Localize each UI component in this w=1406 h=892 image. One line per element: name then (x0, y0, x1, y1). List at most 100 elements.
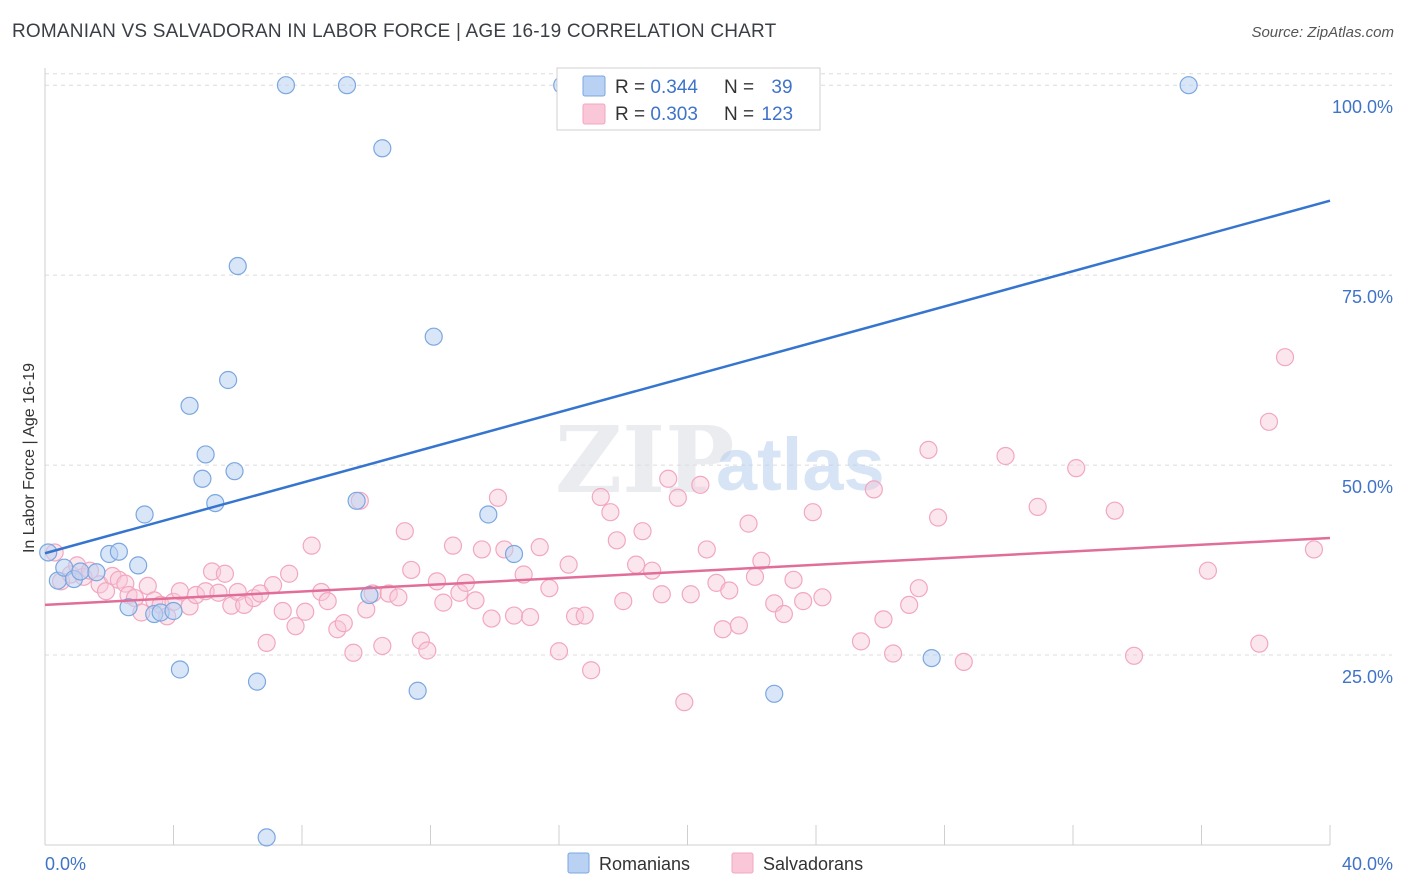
romanian-point-23 (257, 828, 276, 847)
salvadoran-point-89 (720, 581, 739, 600)
romanian-point-22 (247, 672, 267, 691)
romanian-point-13 (164, 601, 183, 621)
salvadoran-point-80 (652, 585, 671, 604)
axes (44, 68, 1331, 846)
salvadoran-point-110 (1028, 497, 1047, 516)
salvadoran-point-33 (273, 601, 292, 621)
salvadoran-point-92 (745, 567, 765, 586)
salvadoran-trend-line (44, 536, 1331, 607)
salvadoran-point-58 (466, 591, 485, 610)
salvadoran-point-24 (209, 583, 228, 602)
salvadoran-point-36 (296, 602, 315, 621)
salvadoran-point-71 (575, 606, 594, 625)
salvadoran-point-95 (774, 604, 793, 624)
romanian-trend-line (44, 199, 1331, 555)
romanian-point-16 (193, 469, 212, 488)
salvadoran-point-90 (729, 616, 749, 635)
salvadoran-point-39 (318, 592, 337, 611)
salvadoran-point-72 (582, 661, 601, 680)
salvadoran-point-41 (334, 614, 353, 633)
salvadoran-point-117 (1275, 348, 1295, 367)
series-legend: Romanians Salvadorans (567, 852, 863, 874)
salvadoran-point-93 (752, 551, 771, 570)
salvadoran-point-7 (96, 582, 116, 601)
bottom-swatch-romanians (567, 852, 590, 874)
salvadoran-point-85 (691, 475, 710, 494)
salvadoran-point-35 (286, 617, 305, 636)
romanian-point-24 (276, 76, 296, 95)
salvadoran-point-68 (549, 642, 569, 661)
romanian-point-29 (408, 681, 427, 700)
salvadoran-point-50 (402, 560, 421, 580)
romanian-point-27 (360, 585, 379, 605)
salvadoran-point-42 (344, 643, 363, 662)
legend-swatch-salvadorans (582, 103, 606, 125)
romanian-point-9 (129, 556, 148, 575)
salvadoran-point-28 (235, 595, 254, 615)
romanian-point-30 (424, 327, 443, 346)
salvadoran-point-112 (1105, 501, 1124, 520)
salvadoran-point-21 (186, 585, 206, 605)
salvadoran-point-81 (659, 469, 678, 488)
salvadoran-point-34 (280, 564, 299, 583)
salvadoran-point-49 (395, 522, 414, 541)
romanian-point-35 (765, 684, 784, 703)
salvadoran-point-88 (713, 620, 732, 639)
romanian-point-10 (135, 505, 154, 524)
romanian-point-20 (225, 462, 244, 481)
legend-r-romanians: 0.344 (650, 77, 698, 98)
salvadoran-point-98 (803, 503, 822, 522)
y-tick-label-3: 100.0% (1332, 97, 1393, 117)
bottom-swatch-salvadorans (731, 852, 754, 874)
salvadoran-point-109 (996, 446, 1015, 466)
salvadoran-point-65 (520, 607, 540, 627)
salvadoran-point-113 (1124, 646, 1144, 665)
salvadoran-point-52 (418, 641, 437, 660)
salvadoran-point-96 (784, 570, 803, 589)
romanian-point-28 (373, 139, 392, 158)
legend-r-label-romanians: R = (615, 77, 650, 98)
y-tick-label-1: 50.0% (1342, 477, 1393, 497)
romanian-point-17 (196, 445, 215, 464)
salvadoran-point-54 (434, 593, 453, 612)
salvadoran-point-51 (411, 631, 430, 650)
romanian-point-8 (119, 598, 138, 617)
y-axis-label: In Labor Force | Age 16-19 (21, 363, 38, 553)
y-tick-label-2: 75.0% (1342, 287, 1393, 307)
salvadoran-point-111 (1067, 459, 1086, 478)
salvadoran-point-53 (427, 572, 447, 591)
romanian-point-15 (180, 396, 199, 415)
salvadoran-point-32 (263, 576, 283, 595)
salvadoran-point-46 (373, 636, 392, 656)
salvadoran-point-101 (864, 480, 883, 499)
salvadoran-point-25 (215, 564, 234, 583)
svg-text:R = 0.303: R = 0.303 (615, 104, 698, 125)
salvadoran-point-91 (739, 514, 758, 533)
salvadoran-point-10 (116, 574, 135, 593)
y-tick-label-0: 25.0% (1342, 667, 1393, 687)
stats-legend: R = 0.344 N = 39 R = 0.303 N = 123 (556, 67, 821, 131)
romanian-point-4 (71, 562, 90, 581)
series-romanians (39, 76, 1198, 847)
salvadoran-point-31 (257, 633, 276, 652)
tick-labels: 25.0% 50.0% 75.0% 100.0% 0.0% 40.0% (45, 97, 1393, 874)
salvadoran-point-105 (909, 579, 928, 598)
legend-n-label-salvadorans: N = (724, 104, 759, 125)
romanian-point-37 (1179, 76, 1198, 95)
salvadoran-point-103 (883, 644, 903, 663)
legend-n-salvadorans: 123 (761, 104, 793, 125)
romanian-point-5 (87, 563, 106, 582)
salvadoran-point-60 (482, 609, 501, 628)
salvadoran-point-74 (601, 503, 620, 522)
x-tick-label-0: 0.0% (45, 854, 86, 874)
salvadoran-point-106 (919, 440, 938, 460)
romanian-point-31 (479, 505, 498, 524)
salvadoran-point-61 (488, 488, 508, 507)
trend-lines (44, 199, 1331, 607)
salvadoran-point-75 (607, 531, 626, 550)
chart-source: Source: ZipAtlas.com (1251, 24, 1394, 41)
salvadoran-point-118 (1304, 540, 1324, 559)
romanian-point-36 (922, 648, 941, 668)
salvadoran-point-47 (379, 584, 398, 603)
svg-text:N = 39: N = 39 (724, 77, 793, 98)
